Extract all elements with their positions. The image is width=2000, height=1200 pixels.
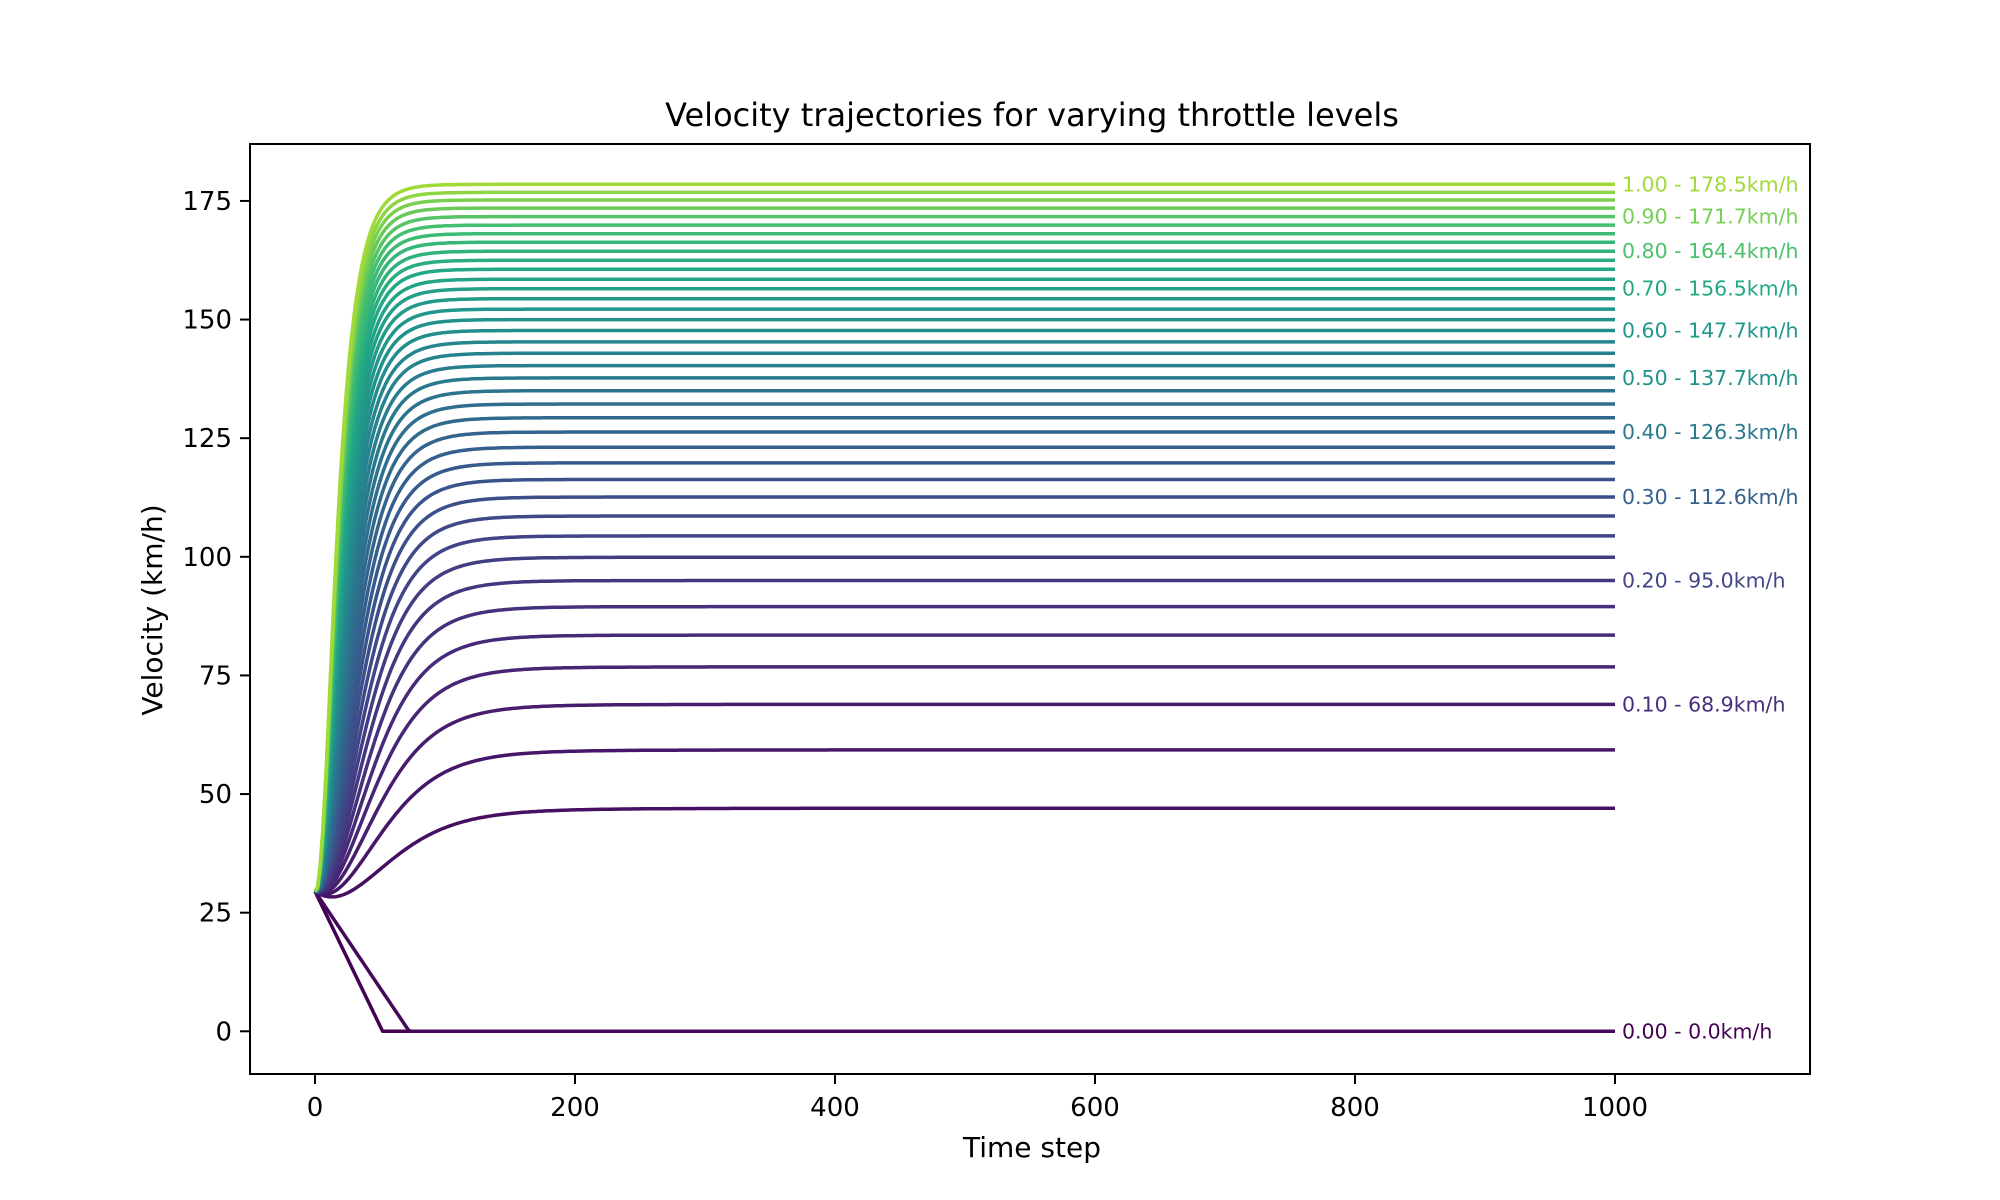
end-label: 0.70 - 156.5km/h [1622, 277, 1799, 301]
x-axis-label: Time step [962, 1131, 1101, 1164]
series-line-18 [314, 402, 1615, 894]
x-tick-label: 200 [550, 1093, 600, 1123]
series-line-27 [313, 296, 1615, 893]
series-line-16 [314, 430, 1615, 894]
series-line-15 [315, 445, 1615, 894]
y-tick-label: 150 [182, 306, 232, 336]
series-line-4 [314, 702, 1615, 896]
y-tick-label: 100 [182, 543, 232, 573]
y-tick-label: 75 [199, 661, 232, 691]
series-line-34 [313, 231, 1615, 893]
series-line-22 [314, 351, 1615, 893]
series-line-9 [314, 555, 1615, 894]
series-line-3 [314, 748, 1615, 897]
series-line-21 [314, 363, 1615, 893]
end-label: 1.00 - 178.5km/h [1622, 172, 1799, 196]
end-label: 0.20 - 95.0km/h [1622, 569, 1785, 593]
series-line-2 [314, 806, 1615, 899]
series-line-39 [313, 190, 1615, 893]
x-axis-ticks: 0 200 400 600 800 1000 [307, 1074, 1648, 1123]
series-line-28 [313, 286, 1615, 893]
series-line-17 [314, 416, 1615, 894]
y-tick-label: 50 [199, 780, 232, 810]
series-line-35 [313, 223, 1615, 893]
series-line-24 [314, 328, 1615, 893]
x-tick-label: 800 [1330, 1093, 1380, 1123]
series-line-5 [314, 665, 1615, 895]
series-line-29 [313, 277, 1615, 893]
series-line-19 [314, 388, 1615, 894]
y-tick-label: 175 [182, 187, 232, 217]
series-line-6 [314, 633, 1615, 895]
series-line-10 [314, 534, 1615, 894]
x-tick-label: 600 [1070, 1093, 1120, 1123]
series-line-37 [313, 206, 1615, 893]
end-labels: 1.00 - 178.5km/h 0.90 - 171.7km/h 0.80 - 1… [1622, 172, 1799, 1043]
series-line-32 [313, 249, 1615, 893]
series-line-0 [313, 890, 1615, 1034]
series-line-23 [314, 340, 1615, 893]
end-label: 0.00 - 0.0km/h [1622, 1019, 1772, 1043]
y-axis-label: Velocity (km/h) [136, 504, 169, 715]
y-tick-label: 125 [182, 424, 232, 454]
series-line-11 [314, 514, 1615, 894]
y-axis-ticks: 0 25 50 75 100 125 150 175 [182, 187, 250, 1047]
series-line-40 [313, 182, 1615, 893]
series-line-12 [314, 495, 1615, 894]
end-label: 0.50 - 137.7km/h [1622, 366, 1799, 390]
x-tick-label: 0 [307, 1093, 324, 1123]
end-label: 0.40 - 126.3km/h [1622, 420, 1799, 444]
series-line-36 [313, 214, 1615, 893]
series-line-25 [314, 317, 1615, 893]
x-tick-label: 400 [810, 1093, 860, 1123]
series-lines [313, 182, 1615, 1034]
series-line-26 [314, 307, 1615, 893]
series-line-8 [314, 578, 1615, 894]
series-line-20 [314, 376, 1615, 894]
series-line-38 [313, 198, 1615, 893]
end-label: 0.80 - 164.4km/h [1622, 239, 1799, 263]
y-tick-label: 25 [199, 899, 232, 929]
plot-frame [249, 143, 1811, 1075]
y-tick-label: 0 [215, 1017, 232, 1047]
end-label: 0.10 - 68.9km/h [1622, 692, 1785, 716]
series-line-14 [314, 461, 1615, 894]
end-label: 0.60 - 147.7km/h [1622, 318, 1799, 342]
x-tick-label: 1000 [1582, 1093, 1648, 1123]
series-line-33 [313, 240, 1615, 893]
series-line-31 [313, 258, 1615, 893]
series-line-7 [314, 604, 1615, 895]
end-label: 0.30 - 112.6km/h [1622, 485, 1799, 509]
series-line-30 [313, 267, 1615, 893]
series-line-13 [314, 477, 1615, 894]
series-line-1 [313, 890, 1615, 1034]
end-label: 0.90 - 171.7km/h [1622, 205, 1799, 229]
chart-title: Velocity trajectories for varying thrott… [665, 96, 1399, 134]
